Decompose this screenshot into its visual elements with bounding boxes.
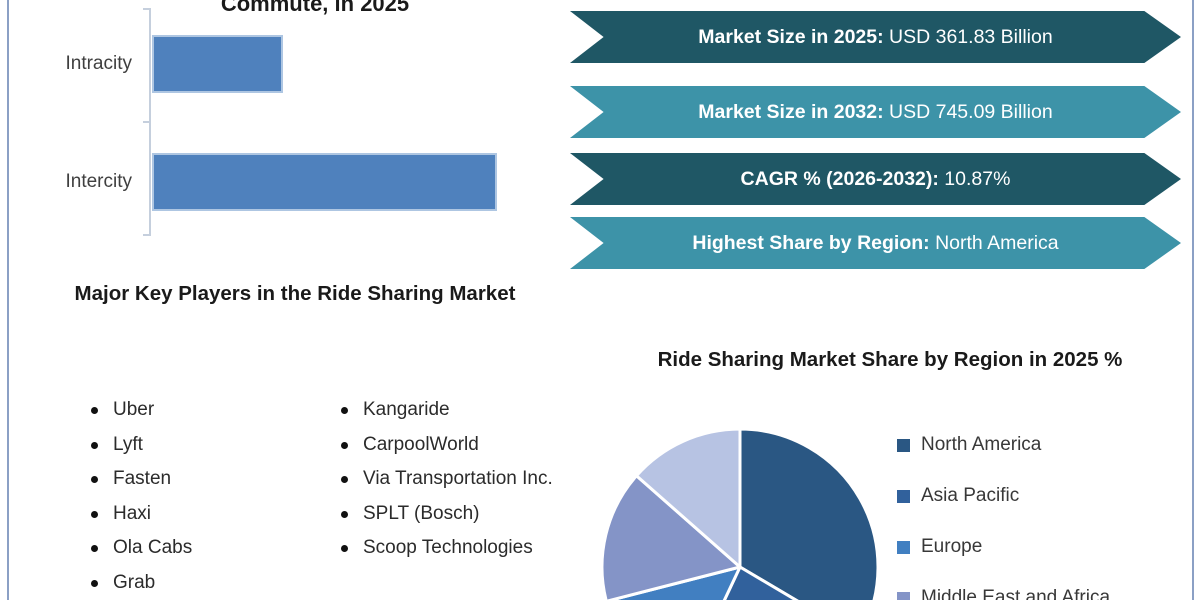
key-player-item: Grab bbox=[88, 566, 323, 600]
pie-slice-north-america bbox=[738, 427, 880, 600]
key-player-item: Ola Cabs bbox=[88, 531, 323, 566]
legend-label: Asia Pacific bbox=[921, 485, 1020, 506]
banner-value: USD 361.83 Billion bbox=[889, 26, 1053, 48]
key-player-item: Lyft bbox=[88, 428, 323, 463]
banner-label: Highest Share by Region: bbox=[692, 232, 930, 254]
pie-chart-title: Ride Sharing Market Share by Region in 2… bbox=[657, 348, 1123, 371]
key-player-item: CarpoolWorld bbox=[338, 428, 573, 463]
banner-label: Market Size in 2025: bbox=[698, 26, 884, 48]
banner-market-size-2025: Market Size in 2025: USD 361.83 Billion bbox=[570, 11, 1181, 63]
key-player-item: Fasten bbox=[88, 462, 323, 497]
legend-swatch bbox=[897, 489, 910, 503]
legend-item: Europe bbox=[897, 536, 1110, 557]
legend-swatch bbox=[897, 540, 910, 554]
key-player-item: Scoop Technologies bbox=[338, 531, 573, 566]
key-players-column-2: Kangaride CarpoolWorld Via Transportation … bbox=[338, 393, 573, 566]
bar-chart-title: Commute, in 2025 bbox=[220, 0, 410, 16]
key-player-item: Haxi bbox=[88, 497, 323, 532]
legend-item: Asia Pacific bbox=[897, 485, 1110, 506]
bar-intracity bbox=[152, 35, 284, 93]
legend-swatch bbox=[897, 591, 910, 600]
banner-value: North America bbox=[935, 232, 1059, 254]
category-label-intracity: Intracity bbox=[65, 53, 132, 74]
bar-chart-axis bbox=[149, 8, 151, 236]
key-player-item: SPLT (Bosch) bbox=[338, 497, 573, 532]
key-player-item: Kangaride bbox=[338, 393, 573, 428]
pie-slice-south-america bbox=[634, 427, 742, 569]
legend-label: Middle East and Africa bbox=[921, 587, 1111, 600]
banner-highest-share-region: Highest Share by Region: North America bbox=[570, 217, 1181, 269]
key-player-item: Via Transportation Inc. bbox=[338, 462, 573, 497]
axis-tick bbox=[143, 121, 150, 123]
key-player-item: Uber bbox=[88, 393, 323, 428]
bar-intercity bbox=[152, 153, 497, 211]
banner-cagr: CAGR % (2026-2032): 10.87% bbox=[570, 153, 1181, 205]
legend-item: North America bbox=[897, 434, 1110, 455]
legend-label: Europe bbox=[921, 536, 983, 557]
banner-value: USD 745.09 Billion bbox=[889, 101, 1053, 123]
legend-label: North America bbox=[921, 434, 1042, 455]
banner-market-size-2032: Market Size in 2032: USD 745.09 Billion bbox=[570, 86, 1181, 138]
axis-tick bbox=[143, 8, 150, 10]
key-players-title: Major Key Players in the Ride Sharing Ma… bbox=[74, 282, 516, 305]
left-border-line bbox=[7, 0, 9, 600]
category-label-intercity: Intercity bbox=[65, 171, 132, 192]
pie-legend: North America Asia Pacific Europe Middle Ea… bbox=[897, 434, 1111, 600]
region-share-pie-chart bbox=[600, 427, 880, 600]
banner-label: Market Size in 2032: bbox=[698, 101, 884, 123]
axis-tick bbox=[143, 234, 150, 236]
banner-label: CAGR % (2026-2032): bbox=[740, 168, 939, 190]
pie-slice-asia-pacific bbox=[722, 565, 799, 600]
pie-slice-middle-east-and-africa bbox=[600, 474, 742, 600]
pie-slice-europe bbox=[605, 565, 742, 600]
legend-swatch bbox=[897, 438, 910, 452]
banner-value: 10.87% bbox=[944, 168, 1011, 190]
legend-item: Middle East and Africa bbox=[897, 587, 1111, 600]
key-players-column-1: Uber Lyft Fasten Haxi Ola Cabs Grab bbox=[88, 393, 323, 600]
right-border-line bbox=[1192, 0, 1194, 600]
